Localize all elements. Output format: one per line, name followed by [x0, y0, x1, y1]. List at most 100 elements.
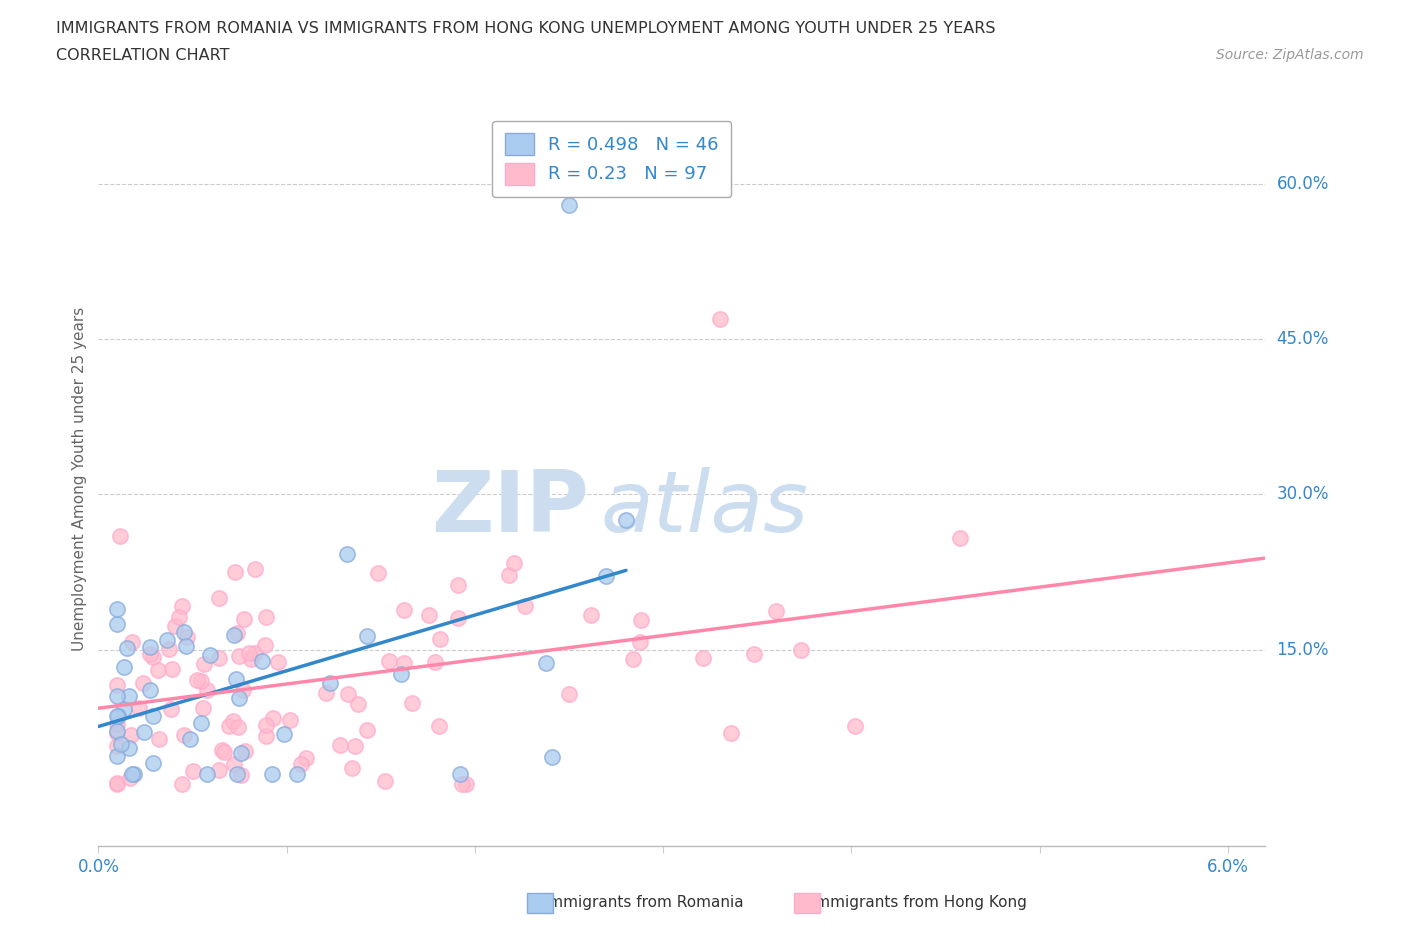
Point	[558, 686, 581, 701]
Point	[121, 766, 143, 781]
Point	[623, 652, 645, 667]
Point	[262, 711, 284, 725]
Point	[233, 743, 256, 758]
Text: 15.0%: 15.0%	[1277, 641, 1329, 658]
Point	[498, 567, 520, 582]
Point	[112, 701, 135, 716]
Point	[132, 675, 155, 690]
Point	[117, 689, 139, 704]
Text: 45.0%: 45.0%	[1277, 330, 1329, 348]
Y-axis label: Unemployment Among Youth under 25 years: Unemployment Among Youth under 25 years	[72, 307, 87, 651]
Point	[392, 603, 415, 618]
Point	[156, 632, 179, 647]
Point	[250, 654, 273, 669]
Point	[226, 626, 249, 641]
Point	[790, 643, 813, 658]
Point	[273, 726, 295, 741]
Point	[243, 646, 266, 661]
Point	[451, 777, 474, 791]
Point	[628, 634, 651, 649]
Point	[356, 629, 378, 644]
Point	[105, 717, 128, 732]
Text: 30.0%: 30.0%	[1277, 485, 1329, 503]
Point	[167, 610, 190, 625]
Point	[267, 655, 290, 670]
Point	[105, 678, 128, 693]
Point	[170, 598, 193, 613]
Text: Immigrants from Hong Kong: Immigrants from Hong Kong	[801, 895, 1028, 910]
Point	[742, 647, 765, 662]
Text: CORRELATION CHART: CORRELATION CHART	[56, 48, 229, 63]
Point	[179, 732, 201, 747]
Point	[226, 720, 249, 735]
Point	[105, 725, 128, 740]
Point	[105, 689, 128, 704]
Point	[195, 766, 218, 781]
Point	[260, 766, 283, 781]
Point	[238, 646, 260, 661]
Point	[558, 197, 581, 212]
Point	[229, 767, 252, 782]
Point	[139, 640, 162, 655]
Point	[208, 651, 231, 666]
Point	[221, 714, 243, 729]
Point	[425, 654, 447, 669]
Point	[294, 751, 316, 765]
Point	[195, 683, 218, 698]
Point	[254, 638, 277, 653]
Point	[630, 613, 652, 628]
Point	[183, 764, 205, 778]
Text: Immigrants from Romania: Immigrants from Romania	[534, 895, 744, 910]
Text: atlas: atlas	[600, 467, 808, 550]
Point	[254, 609, 277, 624]
Point	[186, 673, 208, 688]
Point	[228, 690, 250, 705]
Point	[165, 618, 187, 633]
Point	[418, 607, 440, 622]
Point	[233, 612, 256, 627]
Point	[229, 745, 252, 760]
Point	[112, 660, 135, 675]
Point	[427, 719, 450, 734]
Point	[211, 743, 233, 758]
Point	[239, 652, 262, 667]
Point	[160, 662, 183, 677]
Point	[595, 568, 617, 583]
Point	[254, 718, 277, 733]
Point	[692, 651, 714, 666]
Point	[280, 712, 302, 727]
Point	[105, 602, 128, 617]
Point	[107, 709, 129, 724]
Point	[225, 671, 247, 686]
Point	[190, 716, 212, 731]
Point	[337, 686, 360, 701]
Point	[120, 727, 142, 742]
Point	[193, 657, 215, 671]
Point	[191, 700, 214, 715]
Point	[844, 719, 866, 734]
Point	[208, 763, 231, 777]
Point	[224, 565, 246, 579]
Point	[503, 555, 526, 570]
Point	[105, 749, 128, 764]
Point	[245, 562, 267, 577]
Point	[356, 723, 378, 737]
Point	[513, 599, 536, 614]
Point	[148, 731, 170, 746]
Point	[142, 755, 165, 770]
Point	[190, 673, 212, 688]
Point	[200, 648, 222, 663]
Point	[329, 737, 352, 752]
Point	[290, 756, 312, 771]
Point	[208, 591, 231, 605]
Point	[614, 512, 637, 527]
Point	[228, 648, 250, 663]
Point	[105, 738, 128, 753]
Point	[157, 642, 180, 657]
Point	[949, 530, 972, 545]
Point	[218, 718, 240, 733]
Point	[225, 766, 247, 781]
Point	[347, 697, 370, 711]
Point	[105, 777, 128, 791]
Point	[720, 725, 742, 740]
